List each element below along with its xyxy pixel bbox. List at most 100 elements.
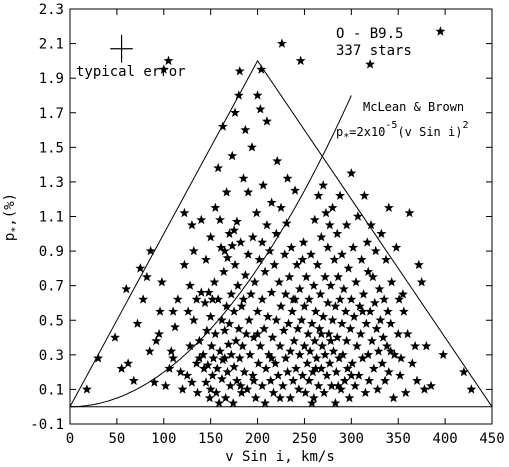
- x-tick-label: 200: [245, 431, 270, 447]
- data-point-star: [276, 301, 286, 311]
- data-point-star: [182, 370, 193, 380]
- error-label: typical error: [76, 64, 186, 80]
- data-point-star: [260, 398, 270, 408]
- data-point-star: [223, 339, 234, 349]
- data-point-star: [394, 294, 405, 304]
- data-point-star: [204, 392, 215, 403]
- data-point-star: [163, 55, 174, 66]
- data-point-star: [278, 325, 289, 335]
- data-point-star: [202, 360, 213, 370]
- data-point-star: [203, 287, 214, 297]
- data-point-star: [298, 237, 309, 247]
- data-point-star: [336, 384, 346, 394]
- data-point-star: [245, 349, 255, 360]
- data-point-star: [275, 340, 286, 351]
- formula-exp2: 2: [462, 120, 468, 131]
- data-point-star: [307, 318, 317, 328]
- data-point-star: [340, 306, 351, 316]
- data-point-star: [369, 297, 380, 308]
- data-point-star: [339, 375, 350, 385]
- data-point-star: [226, 349, 237, 360]
- data-point-star: [196, 214, 207, 225]
- data-point-star: [210, 202, 221, 213]
- data-point-star: [352, 211, 363, 221]
- data-point-star: [365, 59, 376, 69]
- data-point-star: [367, 271, 378, 282]
- data-point-star: [183, 306, 194, 316]
- data-point-star: [260, 266, 270, 277]
- data-point-star: [314, 323, 325, 334]
- data-point-star: [376, 228, 387, 238]
- data-point-star: [335, 190, 346, 200]
- data-point-star: [393, 328, 404, 339]
- data-point-star: [322, 297, 333, 308]
- data-point-star: [337, 249, 347, 259]
- data-point-star: [331, 366, 342, 377]
- data-point-star: [275, 392, 286, 403]
- data-point-star: [299, 340, 310, 351]
- data-point-star: [116, 363, 127, 373]
- data-point-star: [271, 228, 282, 238]
- data-point-star: [416, 277, 427, 287]
- data-point-star: [238, 294, 249, 304]
- data-point-star: [246, 289, 256, 299]
- data-point-star: [284, 271, 295, 282]
- data-point-star: [357, 306, 368, 316]
- data-point-star: [252, 306, 263, 316]
- x-tick-label: 250: [292, 431, 317, 447]
- data-point-star: [179, 259, 190, 270]
- data-point-star: [294, 283, 305, 294]
- data-point-star: [334, 353, 345, 363]
- data-point-star: [310, 306, 321, 316]
- data-point-star: [266, 287, 277, 297]
- data-point-star: [292, 323, 303, 334]
- data-point-star: [332, 332, 343, 342]
- data-point-star: [378, 332, 389, 342]
- data-point-star: [402, 328, 413, 339]
- x-axis-ticks: 0 50 100 150 200 250 300 350 400 450: [66, 9, 505, 447]
- data-point-star: [255, 340, 266, 351]
- data-point-star: [435, 26, 446, 36]
- data-point-star: [222, 252, 233, 263]
- data-point-star: [300, 387, 311, 398]
- data-point-star: [205, 232, 216, 242]
- data-point-star: [410, 340, 421, 351]
- data-point-star: [332, 228, 343, 238]
- data-point-star: [265, 375, 276, 385]
- formula-p-sub: *: [343, 132, 349, 143]
- data-point-star: [289, 335, 300, 346]
- data-point-star: [323, 328, 334, 339]
- data-point-star: [438, 349, 449, 360]
- data-point-star: [166, 346, 177, 356]
- data-point-star: [244, 315, 255, 325]
- data-point-star: [216, 242, 226, 252]
- formula-vsini: (v Sin i): [397, 125, 462, 139]
- data-point-star: [309, 335, 320, 346]
- data-point-star: [213, 162, 224, 173]
- x-tick-label: 400: [432, 431, 457, 447]
- data-point-star: [291, 363, 301, 373]
- data-point-star: [283, 318, 294, 328]
- data-point-star: [239, 366, 250, 377]
- data-point-star: [235, 237, 246, 247]
- data-point-star: [219, 353, 230, 363]
- y-axis-title: p*,(%): [2, 193, 21, 241]
- data-point-star: [341, 335, 352, 346]
- data-point-star: [264, 245, 275, 256]
- data-point-star: [198, 349, 209, 360]
- y-title-tail: ,(%): [2, 193, 18, 227]
- data-point-star: [212, 363, 223, 373]
- data-point-star: [337, 318, 347, 328]
- data-point-star: [375, 315, 386, 325]
- data-point-star: [144, 346, 155, 356]
- data-point-star: [308, 392, 319, 403]
- data-point-star: [224, 318, 235, 328]
- data-point-star: [458, 366, 469, 377]
- data-point-star: [170, 321, 180, 332]
- data-point-star: [382, 306, 393, 316]
- data-point-star: [419, 384, 430, 394]
- data-point-star: [373, 346, 384, 356]
- data-point-star: [145, 245, 156, 256]
- data-point-star: [316, 232, 327, 242]
- data-point-star: [360, 387, 371, 398]
